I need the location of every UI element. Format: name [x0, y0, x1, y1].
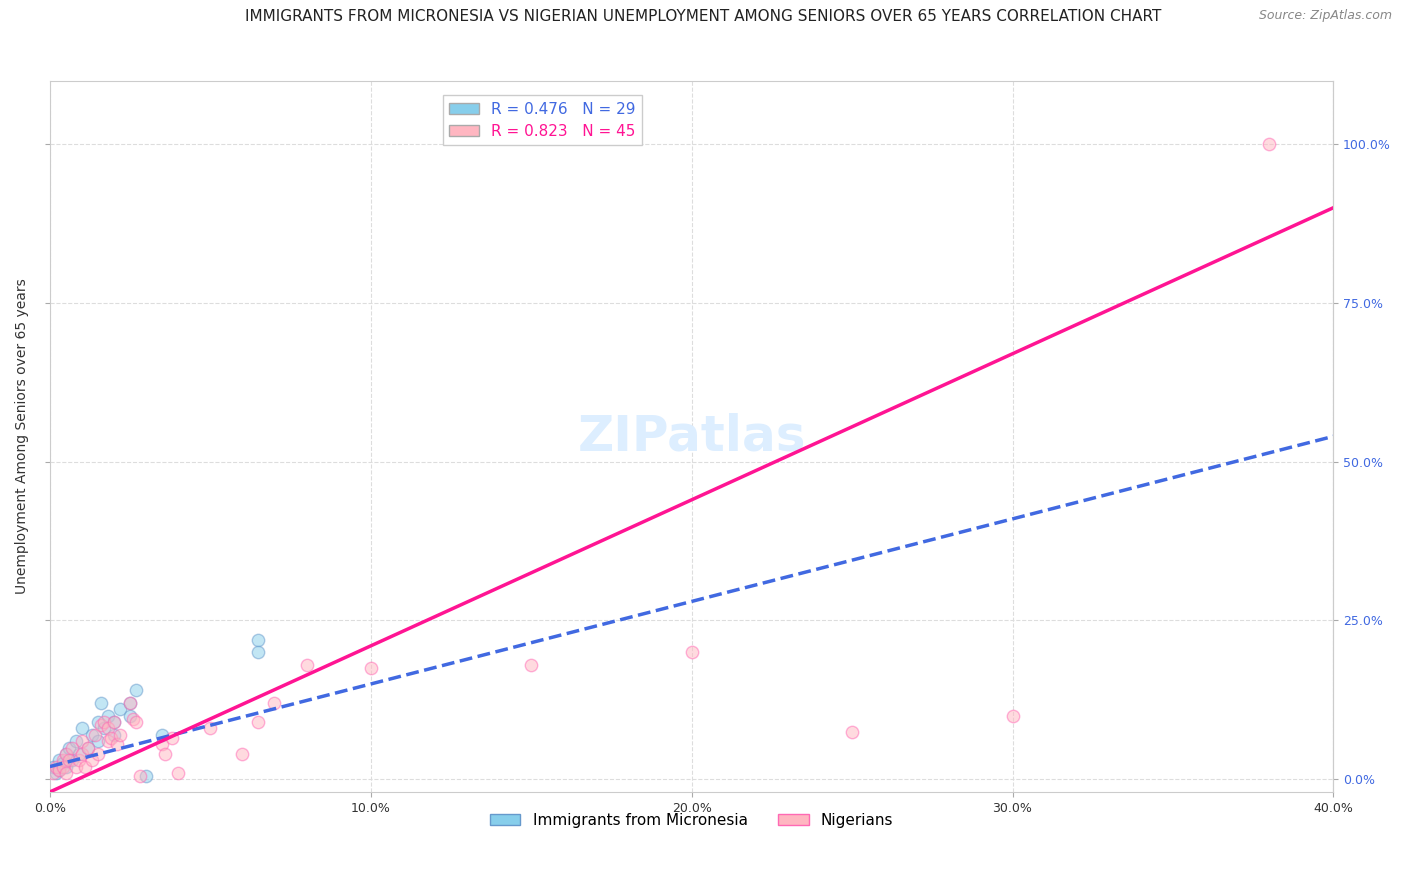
Point	[80, 753, 103, 767]
Point	[122, 712, 145, 726]
Point	[52, 759, 75, 773]
Point	[150, 728, 173, 742]
Point	[60, 753, 83, 767]
Point	[247, 645, 270, 659]
Y-axis label: Unemployment Among Seniors over 65 years: Unemployment Among Seniors over 65 years	[15, 278, 30, 594]
Point	[67, 753, 90, 767]
Point	[55, 747, 77, 761]
Point	[128, 769, 150, 783]
Point	[58, 740, 80, 755]
Point	[48, 753, 70, 767]
Text: Source: ZipAtlas.com: Source: ZipAtlas.com	[1258, 9, 1392, 22]
Point	[105, 737, 128, 751]
Point	[90, 718, 112, 732]
Point	[87, 734, 110, 748]
Point	[135, 769, 157, 783]
Text: ZIPatlas: ZIPatlas	[578, 412, 806, 460]
Point	[55, 765, 77, 780]
Point	[520, 657, 543, 672]
Point	[87, 747, 110, 761]
Point	[103, 715, 125, 730]
Point	[52, 756, 75, 771]
Point	[60, 740, 83, 755]
Point	[97, 708, 120, 723]
Point	[100, 731, 122, 745]
Point	[1258, 137, 1281, 152]
Point	[93, 722, 115, 736]
Point	[45, 765, 67, 780]
Point	[1001, 708, 1024, 723]
Point	[125, 683, 148, 698]
Point	[83, 728, 105, 742]
Point	[120, 696, 142, 710]
Point	[103, 715, 125, 730]
Point	[120, 708, 142, 723]
Point	[70, 734, 93, 748]
Point	[167, 765, 190, 780]
Legend: Immigrants from Micronesia, Nigerians: Immigrants from Micronesia, Nigerians	[484, 807, 900, 834]
Point	[55, 759, 77, 773]
Point	[160, 731, 183, 745]
Point	[75, 759, 97, 773]
Point	[93, 715, 115, 730]
Point	[263, 696, 285, 710]
Point	[125, 715, 148, 730]
Point	[110, 702, 132, 716]
Point	[97, 734, 120, 748]
Point	[841, 724, 863, 739]
Point	[150, 737, 173, 751]
Point	[45, 759, 67, 773]
Point	[65, 734, 87, 748]
Point	[247, 632, 270, 647]
Point	[52, 753, 75, 767]
Point	[360, 661, 382, 675]
Point	[295, 657, 318, 672]
Point	[48, 763, 70, 777]
Point	[681, 645, 703, 659]
Point	[65, 759, 87, 773]
Point	[42, 759, 65, 773]
Point	[58, 753, 80, 767]
Point	[70, 747, 93, 761]
Point	[77, 740, 100, 755]
Point	[55, 747, 77, 761]
Point	[67, 747, 90, 761]
Point	[80, 728, 103, 742]
Point	[90, 696, 112, 710]
Point	[247, 715, 270, 730]
Point	[87, 715, 110, 730]
Point	[42, 765, 65, 780]
Point	[200, 722, 222, 736]
Point	[97, 722, 120, 736]
Point	[77, 740, 100, 755]
Point	[155, 747, 177, 761]
Point	[110, 728, 132, 742]
Point	[231, 747, 253, 761]
Text: IMMIGRANTS FROM MICRONESIA VS NIGERIAN UNEMPLOYMENT AMONG SENIORS OVER 65 YEARS : IMMIGRANTS FROM MICRONESIA VS NIGERIAN U…	[245, 9, 1161, 24]
Point	[103, 728, 125, 742]
Point	[70, 722, 93, 736]
Point	[48, 763, 70, 777]
Point	[120, 696, 142, 710]
